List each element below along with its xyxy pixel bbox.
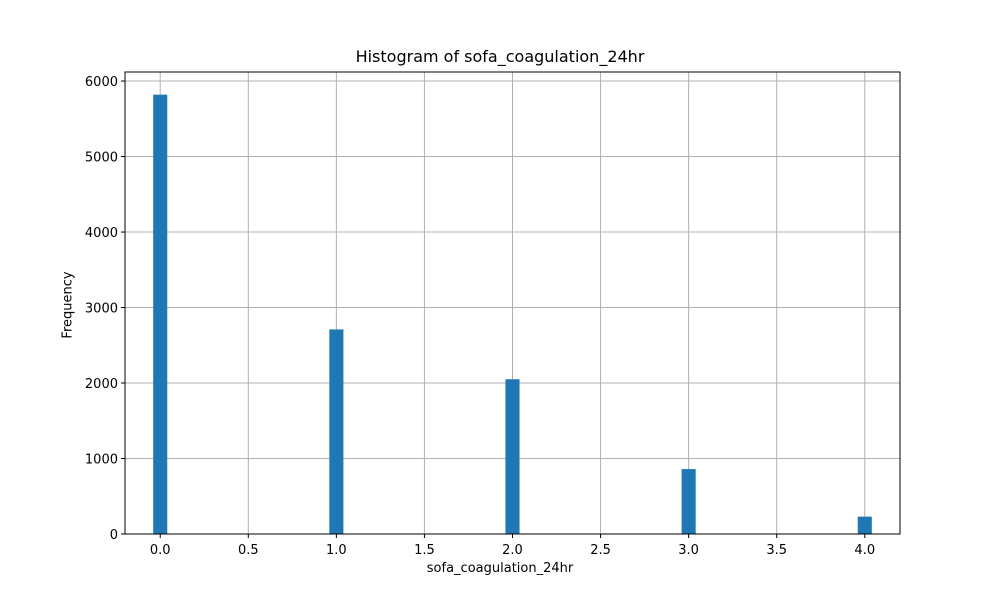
y-tick-label: 0 [110,528,118,543]
y-tick-label: 4000 [85,226,118,241]
ticks: 0.0 0.5 1.0 1.5 2.0 2.5 3.0 3.5 4.0 0 1000 2000 3000… [85,75,875,558]
chart-title: Histogram of sofa_coagulation_24hr [355,47,645,66]
bars [153,94,872,534]
y-tick-label: 6000 [85,75,118,90]
x-tick-label: 0.0 [150,543,171,558]
x-tick-label: 1.5 [414,543,435,558]
x-tick-label: 4.0 [854,543,875,558]
x-tick-label: 1.0 [326,543,347,558]
y-axis-label: Frequency [60,271,76,339]
x-tick-label: 3.5 [766,543,787,558]
y-tick-label: 2000 [85,377,118,392]
histogram-bar [857,516,872,534]
x-tick-label: 2.5 [590,543,611,558]
x-axis-label: sofa_coagulation_24hr [426,561,574,576]
x-tick-label: 3.0 [678,543,699,558]
x-tick-label: 0.5 [238,543,259,558]
histogram-bar [153,94,168,534]
y-tick-label: 5000 [85,151,118,166]
x-tick-label: 2.0 [502,543,523,558]
histogram-bar [505,379,520,534]
y-tick-label: 1000 [85,453,118,468]
histogram-bar [681,469,696,534]
histogram-bar [329,329,344,534]
y-tick-label: 3000 [85,302,118,317]
